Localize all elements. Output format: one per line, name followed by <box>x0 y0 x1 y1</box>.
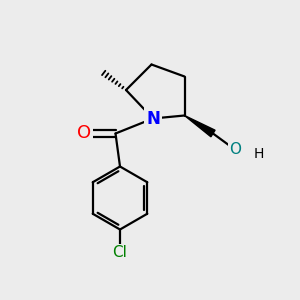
Text: Cl: Cl <box>112 245 128 260</box>
Text: O: O <box>230 142 242 158</box>
Text: N: N <box>146 110 160 128</box>
Text: O: O <box>77 124 92 142</box>
Text: H: H <box>254 148 264 161</box>
Polygon shape <box>184 116 215 137</box>
